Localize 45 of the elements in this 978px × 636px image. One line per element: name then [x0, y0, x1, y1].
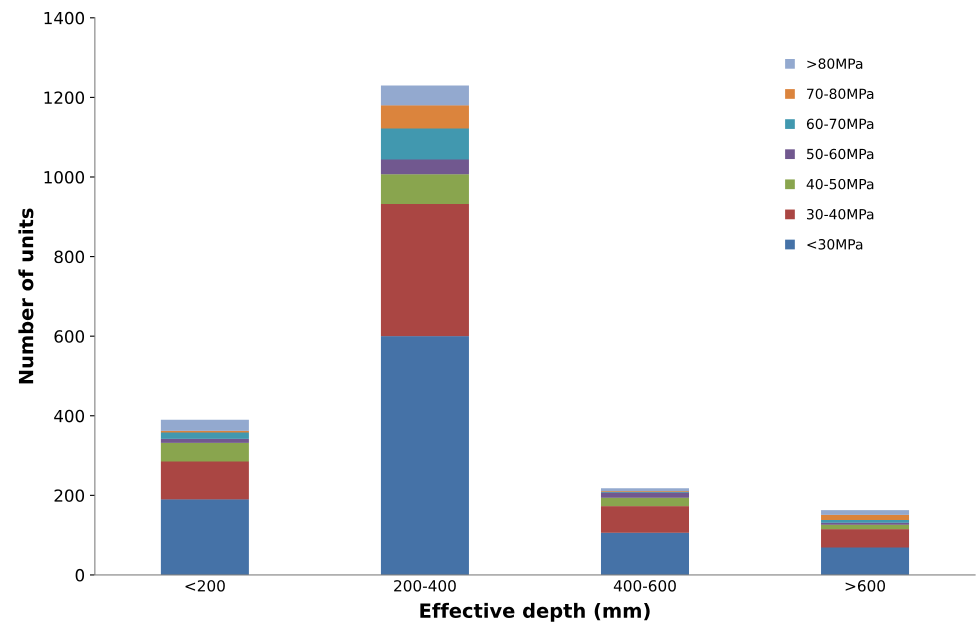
y-tick-label: 600 [54, 330, 84, 343]
bar [380, 85, 469, 106]
y-tick-label: 0 [76, 568, 84, 582]
bar [821, 510, 910, 515]
bar [380, 105, 469, 128]
bar [600, 532, 689, 575]
bar [380, 204, 469, 336]
bar [160, 432, 249, 439]
legend-label: >80MPa [807, 58, 862, 69]
bar [160, 420, 249, 431]
bar [600, 492, 689, 498]
bar [380, 128, 469, 160]
bar [821, 529, 910, 548]
x-axis-title: Effective depth (mm) [420, 602, 650, 622]
y-tick-label: 1200 [44, 91, 84, 104]
legend-label: 70-80MPa [807, 88, 874, 100]
bar [380, 159, 469, 174]
legend-label: 30-40MPa [807, 208, 874, 220]
y-tick-label: 400 [54, 410, 84, 422]
bar [380, 174, 469, 204]
bar [821, 547, 910, 575]
bar [821, 520, 910, 523]
legend-label: 60-70MPa [806, 118, 874, 130]
bar [600, 488, 689, 491]
y-axis-title: Number of units [18, 208, 34, 384]
x-tick-label: 200-400 [394, 580, 456, 592]
bar [160, 462, 249, 500]
y-tick-label: 200 [54, 489, 84, 502]
bar [160, 438, 249, 443]
y-tick-label: 800 [54, 250, 84, 264]
x-tick-label: 400-600 [614, 580, 676, 592]
y-tick-label: 1000 [44, 170, 84, 184]
legend-label: 40-50MPa [806, 178, 874, 190]
bar [821, 524, 910, 530]
bar [821, 514, 910, 520]
bar [600, 498, 689, 506]
bar [380, 336, 469, 575]
legend-label: 50-60MPa [807, 148, 874, 160]
bar [160, 442, 249, 462]
bar [600, 506, 689, 533]
legend-label: <30MPa [807, 239, 862, 250]
y-tick-label: 1400 [44, 12, 84, 24]
x-tick-label: <200 [186, 580, 225, 592]
bar [160, 499, 249, 575]
x-tick-label: >600 [846, 580, 886, 592]
